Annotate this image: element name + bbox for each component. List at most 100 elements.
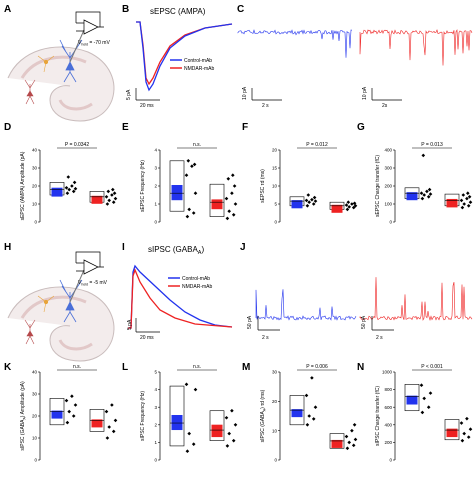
point-d-1	[113, 196, 118, 201]
chart-f-sepsc-decay: 0 5 10 15 20 sEPSC τd (ms) P = 0.012	[260, 142, 358, 225]
point-f-1	[351, 205, 356, 210]
scale-bar-bottom-control	[257, 316, 280, 331]
point-f-0	[312, 195, 317, 200]
rec-top-control-trace	[237, 29, 353, 58]
panel-a: A Vhold = -70 mV	[4, 4, 115, 122]
point-e-1	[232, 184, 237, 188]
vhold-label-top: Vhold = -70 mV	[78, 40, 110, 47]
point-g-1	[465, 196, 469, 201]
point-d-1	[104, 195, 109, 199]
interneuron-orange	[37, 55, 55, 73]
panel-label-h: H	[4, 242, 11, 253]
point-k-0	[70, 394, 74, 398]
y-tick-label-l: 1	[154, 440, 157, 445]
sig-annotation-m: P = 0.006	[306, 364, 328, 370]
point-f-0	[310, 197, 314, 202]
point-m-1	[350, 428, 354, 433]
recording-top-control	[237, 29, 353, 58]
point-e-0	[186, 159, 191, 163]
y-axis-label-m: sIPSC (GABAA) τd (ms)	[260, 389, 267, 442]
y-tick-label-n: 600	[384, 405, 392, 410]
point-e-0	[187, 207, 191, 212]
bar-g-1	[446, 198, 458, 208]
point-d-1	[107, 198, 111, 203]
point-d-0	[66, 175, 71, 179]
point-l-0	[184, 382, 189, 387]
rec-bottom-control-trace	[255, 289, 357, 321]
recording-bottom-nmdar	[359, 277, 473, 322]
scale-y-label-bottom-avg: 5 pA	[127, 319, 133, 330]
point-g-1	[468, 200, 473, 204]
point-f-0	[313, 199, 318, 203]
point-m-0	[304, 393, 309, 398]
chart-e-sepsc-frequency: 0 1 2 3 4 sEPSC Frequency (Hz) n.s.	[140, 142, 238, 225]
y-tick-label-g: 0	[389, 220, 392, 225]
point-g-0	[426, 195, 431, 199]
y-tick-label-l: 3	[154, 405, 157, 410]
y-tick-label-l: 4	[154, 387, 157, 392]
chart-m-sipsc-decay: 0 10 20 30 sIPSC (GABAA) τd (ms) P = 0.006	[260, 364, 358, 463]
scale-y-label-bottom-control: 50 pA	[247, 315, 253, 329]
panel-label-b: B	[122, 4, 129, 15]
amplifier-symbol-bottom	[75, 251, 104, 275]
scale-bar-top-nmdar	[371, 88, 402, 101]
sig-annotation-n: P < 0.001	[421, 364, 443, 370]
y-tick-label-n: 0	[389, 458, 392, 463]
scale-x-label-top-control: 2 s	[262, 103, 269, 109]
bar-m-0	[291, 409, 303, 418]
y-tick-label-l: 2	[154, 422, 157, 427]
point-l-1	[224, 415, 229, 420]
dentate-gyrus-band	[58, 99, 93, 111]
sig-annotation-k: n.s.	[73, 364, 81, 370]
panel-j: J 50 pA 2 s 50 pA 2 s	[240, 242, 473, 341]
recording-electrode-bottom	[69, 269, 85, 303]
y-tick-label-d: 0	[34, 220, 37, 225]
y-tick-label-k: 20	[32, 414, 38, 419]
sig-annotation-g: P = 0.013	[421, 142, 443, 148]
point-g-1	[466, 191, 470, 195]
legend-label-control-bottom: Control-mAb	[182, 276, 210, 282]
point-m-1	[352, 423, 357, 427]
point-f-0	[311, 202, 316, 206]
point-d-1	[110, 193, 114, 197]
panel-label-l: L	[122, 362, 128, 373]
hippocampus-ca-band	[20, 55, 87, 79]
rec-bottom-nmdar-trace	[359, 277, 473, 322]
panel-label-a: A	[4, 4, 11, 15]
y-axis-label-e: sEPSC Frequency (Hz)	[140, 160, 146, 212]
point-d-0	[67, 187, 71, 192]
point-n-0	[422, 396, 426, 401]
point-f-1	[347, 205, 351, 209]
y-axis-label-f: sEPSC τd (ms)	[260, 169, 266, 203]
chart-l-sipsc-frequency: 0 1 2 3 4 5 sIPSC Frequency (Hz) n.s.	[140, 364, 238, 463]
bar-n-0	[406, 395, 418, 405]
bar-k-1	[91, 419, 103, 428]
y-tick-label-n: 1000	[382, 370, 393, 375]
bar-k-0	[51, 410, 63, 419]
point-k-1	[110, 403, 114, 407]
chart-n-sipsc-charge: 0 200 400 600 800 1000 sIPSC Charge transfer (…	[375, 364, 473, 463]
y-tick-label-g: 100	[384, 202, 392, 207]
scale-y-label-bottom-nmdar: 50 pA	[361, 315, 367, 329]
bar-g-0	[406, 192, 418, 201]
point-e-1	[224, 196, 229, 201]
bar-d-0	[51, 187, 63, 197]
point-g-1	[467, 195, 472, 199]
point-e-0	[191, 211, 196, 215]
scale-x-label-bottom-avg: 20 ms	[140, 335, 154, 341]
pyramidal-neuron-red	[24, 79, 36, 105]
point-d-1	[111, 200, 116, 204]
y-axis-label-n: sIPSC Charge transfer (fC)	[375, 386, 381, 446]
scale-bar-top-control	[251, 88, 282, 101]
point-m-1	[353, 437, 358, 442]
point-g-1	[461, 193, 466, 197]
y-tick-label-f: 0	[274, 220, 277, 225]
bar-f-1	[331, 204, 343, 213]
point-g-1	[466, 204, 471, 208]
y-tick-label-g: 400	[384, 148, 392, 153]
point-f-1	[345, 207, 350, 212]
panel-label-m: M	[242, 362, 250, 373]
point-n-1	[460, 438, 465, 443]
point-e-0	[184, 173, 189, 177]
